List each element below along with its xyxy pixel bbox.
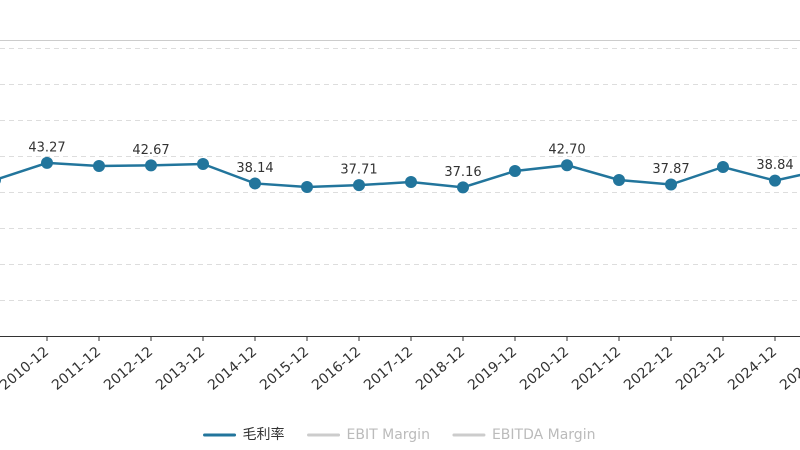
data-label: 42.67 (132, 143, 169, 158)
data-label: 37.71 (340, 163, 377, 178)
x-tick-label: 2018-12 (413, 344, 468, 394)
legend-label: EBIT Margin (347, 427, 430, 443)
point (665, 178, 677, 191)
point (769, 174, 781, 187)
data-label: 38.84 (756, 158, 793, 173)
legend-item[interactable]: EBITDA Margin (452, 427, 596, 443)
point (41, 156, 53, 169)
legend-item[interactable]: 毛利率 (203, 426, 285, 443)
legend: 毛利率 EBIT Margin EBITDA Margin (203, 426, 596, 443)
legend-item[interactable]: EBIT Margin (307, 427, 430, 443)
point (613, 174, 625, 186)
x-tick-label: 2022-12 (621, 344, 676, 394)
plot: 43.27 42.67 38.14 37.71 37.16 42.70 37.87 38.84 (0, 140, 800, 194)
point (509, 165, 521, 177)
x-tick-label: 2019-12 (465, 344, 520, 394)
point (93, 160, 105, 172)
x-tick-label: 2017-12 (361, 344, 416, 394)
x-axis: 2010-122011-122012-122013-122014-122015-… (0, 336, 800, 394)
x-tick-label: 2013-12 (153, 344, 208, 394)
point (353, 179, 365, 192)
x-tick-label: 2024-12 (725, 344, 780, 394)
point (457, 181, 469, 194)
x-tick-label: 2021-12 (569, 344, 624, 394)
x-tick-label: 2023-12 (673, 344, 728, 394)
data-label: 42.70 (548, 143, 585, 158)
x-tick-label: 2016-12 (309, 344, 364, 394)
point (405, 176, 417, 188)
data-label: 37.87 (652, 162, 689, 177)
x-tick-label: 2015-12 (257, 344, 312, 394)
point (561, 159, 573, 172)
point (0, 176, 1, 184)
x-tick-label: 2010-12 (0, 344, 52, 394)
data-label: 37.16 (444, 165, 481, 180)
data-label: 43.27 (28, 140, 65, 155)
point (145, 159, 157, 172)
legend-label: EBITDA Margin (492, 427, 596, 443)
point (197, 158, 209, 170)
x-tick-label: 2020-12 (517, 344, 572, 394)
data-label: 38.14 (236, 161, 273, 176)
point (717, 161, 729, 173)
legend-label: 毛利率 (243, 426, 285, 443)
x-tick-label: 2025-12 (777, 344, 800, 394)
grid (0, 48, 800, 301)
x-tick-label: 2011-12 (49, 344, 104, 394)
point (249, 177, 261, 190)
point (301, 181, 313, 193)
x-tick-label: 2014-12 (205, 344, 260, 394)
x-tick-label: 2012-12 (101, 344, 156, 394)
